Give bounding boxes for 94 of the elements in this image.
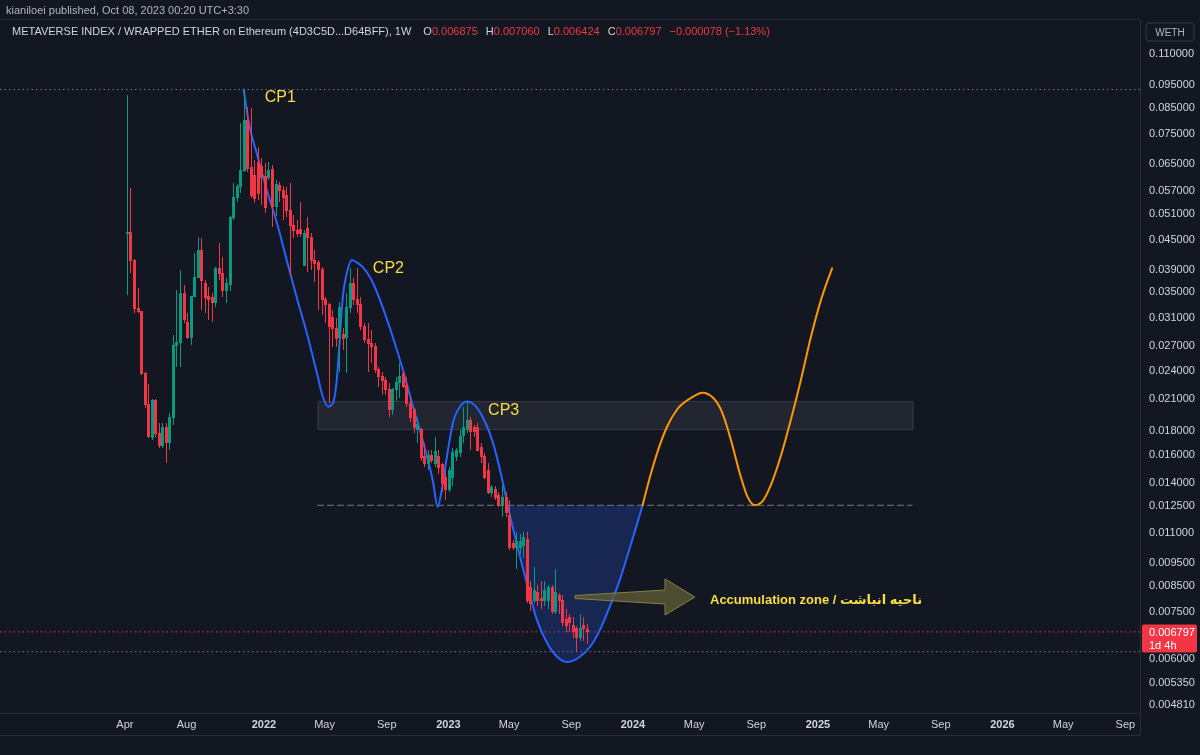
- y-tick-label: 0.051000: [1149, 207, 1195, 220]
- candlestick: [427, 449, 430, 471]
- candlestick: [367, 322, 370, 373]
- ref-line-label: 0.006797 1d 4h: [1149, 625, 1195, 651]
- y-tick-label: 0.024000: [1149, 363, 1195, 376]
- candlestick: [515, 531, 518, 570]
- y-tick-label: 0.065000: [1149, 156, 1195, 169]
- y-tick-label: 0.045000: [1149, 233, 1195, 246]
- candlestick: [551, 584, 554, 615]
- candlestick: [434, 436, 437, 468]
- annotation: O0.006875: [423, 25, 478, 37]
- x-tick-label: Sep: [746, 718, 767, 730]
- x-tick-label: Sep: [561, 718, 582, 730]
- annotation: CP3: [488, 400, 520, 418]
- x-tick-label: Sep: [376, 718, 397, 730]
- y-tick-label: 0.004810: [1149, 697, 1195, 710]
- candlestick: [416, 416, 419, 444]
- y-tick-label: 0.031000: [1149, 310, 1195, 323]
- candlestick: [501, 484, 504, 518]
- candlestick: [275, 179, 278, 217]
- y-tick-label: 0.005350: [1149, 675, 1195, 688]
- candlestick: [579, 613, 582, 642]
- x-tick-label: Apr: [116, 718, 134, 730]
- line-series: [641, 267, 834, 507]
- y-tick-label: 0.012500: [1149, 499, 1195, 512]
- y-tick-label: 0.035000: [1149, 285, 1195, 298]
- candlestick: [490, 484, 493, 498]
- y-tick-label: 0.008500: [1149, 579, 1195, 592]
- candlestick: [522, 531, 525, 559]
- candlestick: [200, 237, 203, 311]
- y-tick-label: 0.016000: [1149, 448, 1195, 461]
- x-tick-label: May: [1052, 718, 1075, 730]
- y-tick-label: 0.110000: [1149, 47, 1195, 60]
- x-tick-label: 2023: [436, 718, 461, 730]
- y-tick-label: 0.021000: [1149, 391, 1195, 404]
- x-tick-label: May: [868, 718, 890, 730]
- candlestick: [554, 568, 557, 615]
- y-tick-label: 0.009500: [1149, 556, 1195, 569]
- annotation: C0.006797: [607, 25, 662, 37]
- x-tick-label: Sep: [1115, 718, 1136, 730]
- candlestick: [179, 269, 182, 368]
- y-tick-label: 0.018000: [1149, 423, 1195, 436]
- x-tick-label: 2026: [990, 718, 1015, 730]
- candlestick: [306, 216, 309, 273]
- annotation: Accumulation zone / ناحیه انباشت: [710, 591, 923, 607]
- candlestick: [469, 416, 472, 451]
- y-tick-label: 0.014000: [1149, 475, 1195, 488]
- candlestick: [289, 182, 292, 278]
- y-tick-label: 0.006000: [1149, 651, 1195, 664]
- chart-subtitle: kianiloei published, Oct 08, 2023 00:20 UTC+3:30: [6, 4, 250, 16]
- candlestick: [257, 146, 260, 201]
- candlestick: [547, 584, 550, 610]
- y-tick-label: 0.007500: [1149, 605, 1195, 618]
- line-series: [242, 88, 644, 663]
- candlestick: [430, 449, 433, 464]
- annotation: CP1: [264, 87, 296, 105]
- y-tick-label: 0.075000: [1149, 127, 1195, 140]
- y-tick-label: 0.011000: [1149, 525, 1195, 538]
- candlestick: [533, 566, 536, 604]
- candlestick: [540, 580, 543, 610]
- y-tick-label: 0.039000: [1149, 262, 1195, 275]
- y-tick-label: 0.085000: [1149, 101, 1195, 114]
- candlestick: [299, 201, 302, 238]
- chart-title: METAVERSE INDEX / WRAPPED ETHER on Ethereum (4D3C5D...D64BFF), 1W: [12, 25, 412, 37]
- annotation: CP2: [372, 258, 405, 276]
- x-tick-label: Sep: [931, 718, 951, 730]
- y-tick-label: 0.095000: [1149, 77, 1195, 90]
- candlestick: [536, 584, 539, 607]
- x-tick-label: May: [683, 718, 705, 730]
- annotation: H0.007060: [485, 25, 540, 37]
- annotation: −0.000078 (−1.13%): [669, 25, 770, 37]
- x-tick-label: 2025: [805, 718, 831, 730]
- y-tick-label: 0.057000: [1149, 184, 1195, 197]
- candlestick: [267, 161, 270, 181]
- candlestick: [250, 107, 253, 199]
- candlestick: [338, 301, 341, 373]
- x-tick-label: Aug: [176, 718, 197, 730]
- candlestick: [282, 185, 285, 221]
- x-tick-label: 2022: [251, 718, 277, 730]
- x-tick-label: 2024: [620, 718, 647, 730]
- candlestick: [271, 164, 274, 228]
- y-tick-label: 0.027000: [1149, 339, 1195, 352]
- candlestick: [342, 327, 345, 351]
- candlestick: [126, 94, 129, 296]
- x-tick-label: May: [498, 718, 520, 730]
- candlestick: [381, 371, 384, 396]
- candlestick: [398, 362, 401, 399]
- x-tick-label: May: [314, 718, 336, 730]
- candlestick: [165, 422, 168, 464]
- candlestick: [161, 422, 164, 449]
- annotation: L0.006424: [547, 25, 600, 37]
- candlestick: [543, 580, 546, 607]
- candlestick: [264, 162, 267, 214]
- y-axis-title: WETH: [1155, 26, 1185, 38]
